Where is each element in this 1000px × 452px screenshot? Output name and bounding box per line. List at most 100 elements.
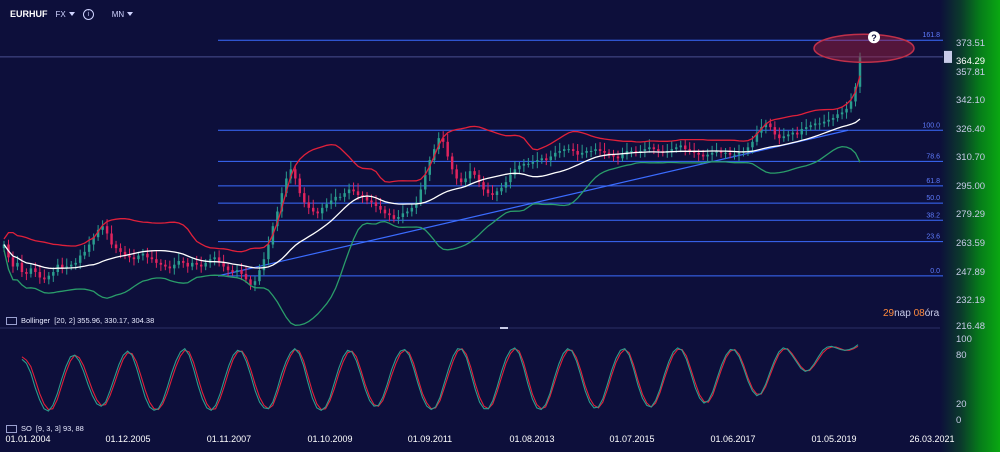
candle-body	[222, 262, 225, 267]
candle-body	[262, 259, 266, 271]
candle-body	[29, 268, 33, 274]
fibonacci-levels: 161.8 100.0 78.6 61.8 50.0 38.2 23.6 0.0	[0, 32, 943, 277]
price-tick-label: 364.29	[956, 56, 985, 67]
candle-body	[760, 127, 763, 133]
candle-body	[419, 189, 423, 203]
candle-body	[159, 262, 163, 265]
candle-body	[388, 213, 391, 216]
panel-resize-handle	[500, 327, 508, 329]
candle-body	[845, 108, 848, 113]
chevron-down-icon	[127, 12, 134, 16]
time-tick-label: 01.01.2004	[5, 434, 50, 444]
fib-level-label: 50.0	[926, 195, 940, 202]
candle-body	[473, 171, 476, 175]
fib-level-label: 38.2	[926, 212, 940, 219]
candle-body	[468, 171, 472, 179]
so-tick-label: 80	[956, 350, 967, 361]
price-tick-label: 247.89	[956, 267, 985, 278]
candle-body	[616, 156, 620, 159]
candle-body	[343, 193, 346, 197]
candle-body	[374, 202, 378, 206]
candle-body	[554, 152, 557, 157]
candle-body	[648, 147, 651, 150]
candle-body	[11, 257, 15, 267]
candle-body	[531, 161, 535, 164]
candle-body	[294, 169, 297, 179]
candle-body	[836, 114, 839, 118]
fib-level-label: 23.6	[926, 234, 940, 241]
price-tick-label: 326.40	[956, 124, 985, 135]
candle-body	[594, 149, 597, 151]
info-icon[interactable]: i	[82, 8, 94, 20]
candle-body	[365, 196, 369, 201]
candle-body	[186, 262, 189, 267]
time-tick-label: 01.08.2013	[509, 434, 554, 444]
candle-body	[504, 182, 508, 188]
so-legend[interactable]: SO [9, 3, 3] 93, 88	[6, 424, 84, 433]
candle-body	[123, 251, 127, 256]
chart-annotations: ?	[813, 31, 915, 64]
candle-body	[670, 149, 673, 151]
candle-body	[778, 134, 781, 139]
candle-body	[719, 150, 723, 153]
candle-body	[612, 154, 615, 157]
time-tick-label: 01.07.2015	[609, 434, 654, 444]
question-marker-text: ?	[871, 33, 877, 43]
candle-body	[258, 270, 261, 282]
candle-body	[424, 174, 427, 190]
hours-unit: óra	[924, 308, 940, 319]
candle-body	[755, 132, 759, 142]
candle-body	[527, 163, 530, 165]
candle-body	[370, 200, 373, 203]
timeframe-label: MN	[111, 9, 125, 19]
candle-body	[312, 207, 315, 212]
candle-body	[168, 266, 172, 269]
time-tick-label: 01.11.2007	[207, 434, 251, 444]
timeframe-selector[interactable]: MN	[111, 9, 134, 19]
candle-body	[558, 150, 561, 153]
candle-body	[804, 127, 808, 129]
candle-body	[231, 270, 234, 273]
candle-body	[320, 207, 324, 214]
fib-level-label: 161.8	[922, 32, 940, 39]
candle-body	[607, 152, 611, 155]
candle-body	[137, 255, 140, 260]
fib-level-label: 100.0	[922, 122, 940, 129]
candle-body	[25, 272, 28, 274]
days-value: 29	[883, 308, 895, 319]
candle-body	[47, 275, 51, 280]
candle-body	[446, 141, 449, 157]
symbol-label[interactable]: EURHUF	[10, 9, 48, 19]
candle-body	[356, 191, 360, 195]
price-tick-label: 232.19	[956, 295, 985, 306]
fib-level-label: 78.6	[926, 153, 940, 160]
candle-body	[818, 123, 821, 125]
candle-body	[522, 163, 526, 166]
time-axis: 01.01.2004 01.12.2005 01.11.2007 01.10.2009…	[5, 434, 954, 444]
candle-body	[334, 196, 337, 201]
candle-body	[2, 244, 6, 249]
candle-body	[849, 101, 853, 109]
candle-body	[347, 189, 351, 194]
candle-body	[679, 145, 682, 148]
candle-body	[226, 266, 230, 271]
candle-body	[410, 207, 414, 212]
candle-body	[92, 237, 95, 245]
candle-body	[728, 152, 732, 155]
candle-body	[379, 205, 382, 210]
candle-body	[316, 211, 319, 214]
candle-body	[267, 244, 270, 260]
stochastic-oscillator: 100 80 20 0	[21, 334, 972, 426]
candle-body	[540, 158, 544, 161]
price-tick-label: 310.70	[956, 152, 985, 163]
candle-body	[643, 149, 647, 151]
candle-body	[858, 57, 862, 87]
candle-body	[769, 123, 772, 128]
market-selector[interactable]: FX	[56, 10, 75, 19]
candle-body	[491, 193, 494, 195]
candle-body	[285, 178, 288, 194]
candle-body	[675, 147, 678, 150]
candle-body	[249, 279, 252, 285]
bollinger-legend[interactable]: Bollinger [20, 2] 355.96, 330.17, 304.38	[6, 316, 154, 325]
